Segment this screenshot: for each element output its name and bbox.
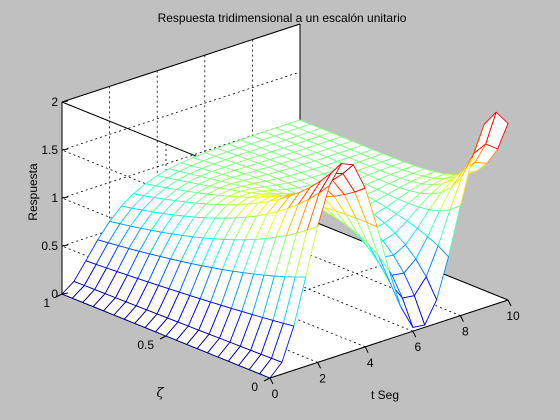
x-tick-mark (317, 362, 322, 369)
z-tick-mark (61, 100, 69, 103)
y-tick-mark (263, 377, 271, 382)
y-tick-label: 0.5 (137, 338, 154, 352)
grid-line (61, 119, 301, 199)
z-tick-label: 0 (51, 287, 58, 301)
z-tick-mark (61, 148, 69, 151)
grid-line (61, 71, 301, 151)
mesh-patch (259, 357, 283, 379)
z-axis-label: Respuesta (26, 163, 40, 221)
x-tick-mark (459, 315, 464, 322)
z-tick-mark (61, 244, 69, 247)
surface-mesh (61, 111, 509, 379)
axis-edge (269, 299, 509, 379)
grid-line (61, 149, 271, 235)
y-tick-label: 0 (251, 380, 258, 394)
x-tick-mark (412, 330, 417, 338)
x-tick-label: 2 (319, 371, 326, 385)
y-tick-label: 1 (43, 296, 50, 310)
z-tick-mark (61, 196, 69, 199)
z-tick-label: 1 (51, 191, 58, 205)
x-tick-mark (507, 299, 512, 307)
z-tick-label: 2 (51, 95, 58, 109)
chart-title: Respuesta tridimensional a un escalón un… (158, 11, 407, 25)
x-tick-mark (269, 377, 274, 385)
y-axis-label: ζ (156, 386, 164, 401)
x-tick-label: 0 (272, 387, 279, 401)
z-tick-mark (61, 292, 69, 295)
y-tick-mark (159, 335, 167, 340)
z-tick-label: 0.5 (41, 239, 58, 253)
y-tick-mark (55, 293, 63, 298)
x-tick-mark (364, 346, 369, 354)
x-tick-label: 6 (414, 340, 421, 354)
axis-edge (61, 23, 301, 103)
x-tick-label: 8 (462, 325, 469, 339)
x-tick-label: 10 (506, 309, 520, 323)
z-tick-label: 1.5 (41, 143, 58, 157)
x-axis-label: t Seg (371, 388, 399, 402)
grid-line (61, 197, 271, 283)
x-tick-label: 4 (367, 356, 374, 370)
